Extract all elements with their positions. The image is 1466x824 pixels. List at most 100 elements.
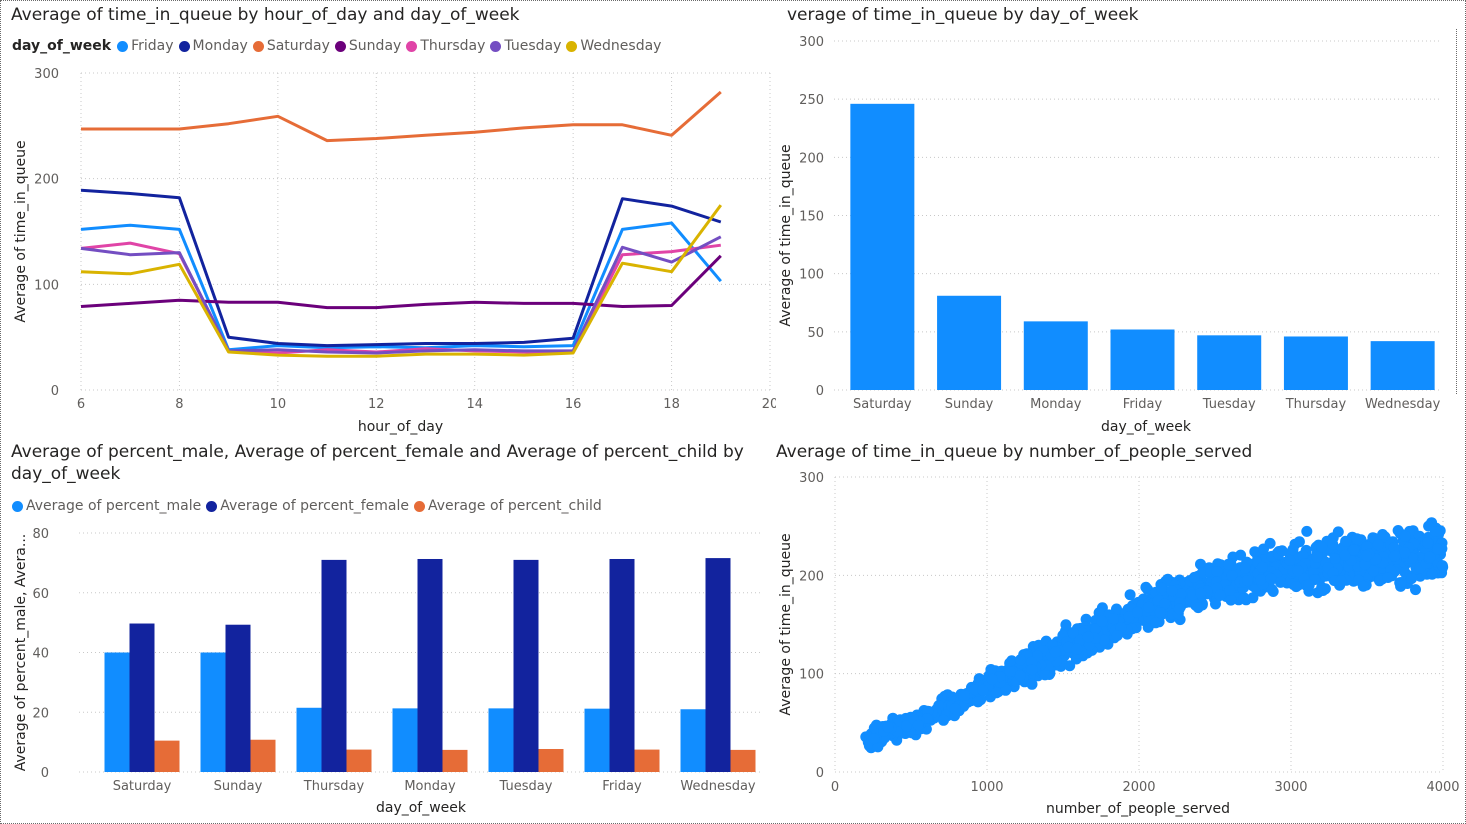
y-tick-label: 300 xyxy=(34,67,59,82)
clustered-bar-svg: 0 20 40 60 80 Saturday Sunday Thursday Monday Tue… xyxy=(13,527,761,816)
scatter-point xyxy=(1060,619,1072,631)
scatter-panel[interactable]: Average of time_in_queue by number_of_pe… xyxy=(776,439,1466,823)
legend-item-series[interactable]: Average of percent_female xyxy=(206,498,409,514)
legend-dot-icon xyxy=(12,500,23,512)
scatter-point xyxy=(1111,630,1123,641)
legend-item-sunday[interactable]: Sunday xyxy=(334,38,401,54)
scatter-point xyxy=(1327,538,1339,550)
x-tick-label: 14 xyxy=(466,397,483,412)
x-tick-label: 20 xyxy=(762,397,776,412)
bar-friday xyxy=(634,749,660,772)
scatter-point xyxy=(938,714,949,726)
bar-wednesday xyxy=(705,558,731,772)
x-tick-label: 18 xyxy=(663,397,680,412)
scatter-point xyxy=(1406,573,1418,584)
bar-sunday xyxy=(250,739,276,772)
scatter-point xyxy=(1329,553,1341,565)
bar-saturday xyxy=(850,103,915,390)
scatter-point xyxy=(1396,577,1407,588)
bar-chart-panel[interactable]: verage of time_in_queue by day_of_week 0… xyxy=(776,1,1466,439)
scatter-point xyxy=(1367,565,1379,577)
y-tick-label: 40 xyxy=(32,647,49,662)
scatter-point xyxy=(1239,562,1251,574)
x-axis-label: day_of_week xyxy=(376,800,467,816)
scatter-point xyxy=(1195,558,1206,570)
legend-label: Saturday xyxy=(266,38,330,54)
legend-item-thursday[interactable]: Thursday xyxy=(406,38,485,54)
series-line-saturday xyxy=(81,90,722,143)
scatter-point xyxy=(1424,551,1436,563)
legend-label: Average of percent_child xyxy=(428,498,602,514)
legend-dot-icon xyxy=(566,40,578,52)
scatter-point xyxy=(1432,543,1444,555)
bar-thursday xyxy=(296,707,322,772)
bar-monday xyxy=(392,708,418,772)
x-tick-label: Monday xyxy=(1030,397,1082,412)
scatter-point xyxy=(1124,589,1136,601)
y-tick-label: 50 xyxy=(807,326,824,341)
legend-item-saturday[interactable]: Saturday xyxy=(252,38,330,54)
scatter-point xyxy=(1111,603,1122,615)
scatter-point xyxy=(1276,545,1288,557)
scatter-point xyxy=(1159,598,1171,610)
bar-wednesday xyxy=(680,709,706,772)
bar-friday xyxy=(1110,329,1175,390)
x-tick-label: 2000 xyxy=(1122,780,1155,795)
legend-dot-icon xyxy=(117,40,129,52)
clustered-bar-legend[interactable]: Average of percent_male Average of percen… xyxy=(12,498,607,514)
legend-item-friday[interactable]: Friday xyxy=(117,38,174,54)
bar-wednesday xyxy=(730,749,756,772)
scatter-point xyxy=(1339,549,1351,561)
x-tick-label: 12 xyxy=(368,397,385,412)
legend-label: Wednesday xyxy=(580,38,662,54)
x-tick-label: Wednesday xyxy=(1365,397,1441,412)
bar-chart-title: verage of time_in_queue by day_of_week xyxy=(787,5,1139,25)
bar-wednesday xyxy=(1370,341,1435,390)
legend-item-series[interactable]: Average of percent_child xyxy=(414,498,602,514)
y-tick-label: 150 xyxy=(799,210,824,225)
bar-thursday xyxy=(346,749,372,772)
scatter-point xyxy=(990,687,1002,699)
y-tick-label: 80 xyxy=(32,527,49,542)
y-tick-label: 60 xyxy=(32,587,49,602)
line-chart-panel[interactable]: Average of time_in_queue by hour_of_day … xyxy=(1,1,776,439)
line-chart-title: Average of time_in_queue by hour_of_day … xyxy=(11,5,520,25)
legend-item-monday[interactable]: Monday xyxy=(178,38,248,54)
legend-item-series[interactable]: Average of percent_male xyxy=(12,498,201,514)
bar-friday xyxy=(584,708,610,772)
scatter-point xyxy=(1303,579,1315,591)
x-tick-label: 0 xyxy=(831,780,839,795)
scatter-point xyxy=(1175,588,1187,600)
legend-item-tuesday[interactable]: Tuesday xyxy=(490,38,561,54)
y-tick-label: 200 xyxy=(799,151,824,166)
legend-item-wednesday[interactable]: Wednesday xyxy=(566,38,661,54)
x-tick-label: Monday xyxy=(404,779,456,794)
series-line-monday xyxy=(80,188,722,348)
scatter-point xyxy=(1195,587,1207,599)
scatter-point xyxy=(1187,589,1198,601)
legend-label: Thursday xyxy=(420,38,486,54)
legend-dot-icon xyxy=(206,500,218,512)
y-tick-label: 100 xyxy=(799,268,824,283)
scatter-point xyxy=(958,690,970,701)
scatter-point xyxy=(1222,558,1234,570)
scatter-point xyxy=(1399,530,1411,542)
scatter-point xyxy=(1132,606,1143,618)
scatter-point xyxy=(986,673,998,685)
bar-sunday xyxy=(225,624,251,772)
y-axis-label: Average of time_in_queue xyxy=(778,533,794,715)
bar-chart-svg: 0 50 100 150 200 250 300 Saturday Sunday Monday Fr… xyxy=(778,35,1441,435)
scatter-point xyxy=(1210,598,1221,610)
y-tick-label: 0 xyxy=(816,384,824,399)
bar-sunday xyxy=(200,652,226,772)
scatter-point xyxy=(1374,575,1385,587)
legend-dot-icon xyxy=(414,500,426,512)
clustered-bar-panel[interactable]: Average of percent_male, Average of perc… xyxy=(1,439,776,823)
scatter-point xyxy=(1382,572,1394,583)
scatter-point xyxy=(1062,641,1074,653)
y-axis-label: Average of time_in_queue xyxy=(778,144,794,326)
bar-monday xyxy=(1023,321,1088,390)
line-chart-legend[interactable]: day_of_week Friday Monday Saturday Sunday Th… xyxy=(12,38,666,54)
bar-sunday xyxy=(937,295,1002,390)
scatter-point xyxy=(1155,582,1167,594)
